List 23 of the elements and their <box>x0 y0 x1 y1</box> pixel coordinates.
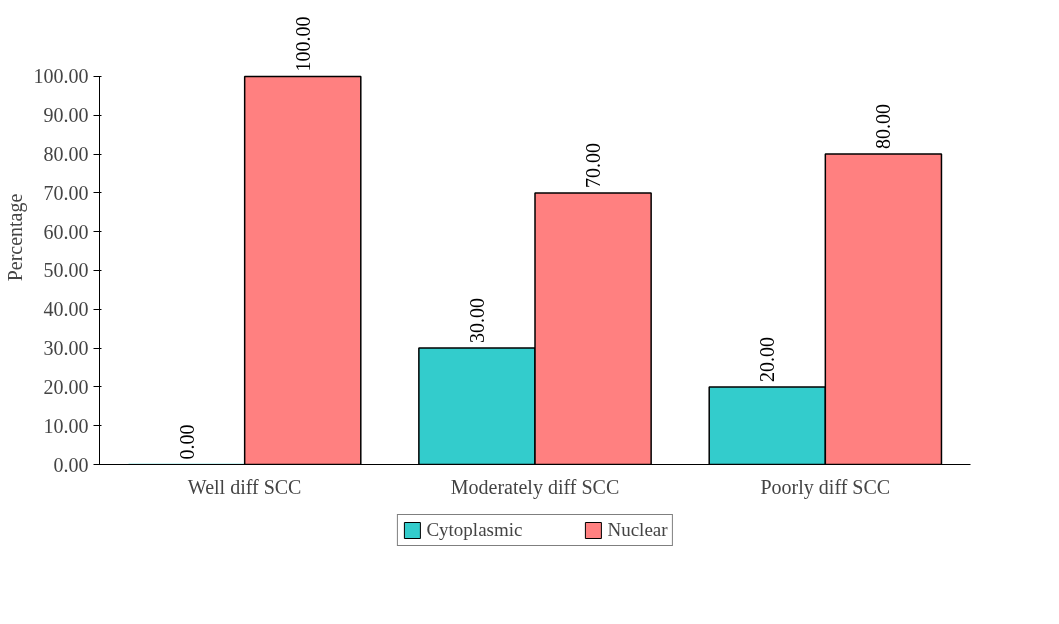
y-tick-label: 60.00 <box>43 220 89 243</box>
data-label: 0.00 <box>175 424 198 460</box>
x-tick-label: Well diff SCC <box>187 475 302 498</box>
y-tick-label: 40.00 <box>43 298 89 321</box>
data-label: 70.00 <box>582 142 605 188</box>
x-tick-label: Poorly diff SCC <box>760 475 891 499</box>
data-label: 80.00 <box>872 104 895 150</box>
legend-label: Cytoplasmic <box>426 519 523 541</box>
y-tick-label: 10.00 <box>43 414 89 437</box>
data-label: 20.00 <box>756 336 779 382</box>
x-tick-label: Moderately diff SCC <box>450 475 620 499</box>
y-tick-label: 30.00 <box>43 337 89 360</box>
y-tick-label: 20.00 <box>43 375 89 398</box>
y-tick-label: 70.00 <box>43 181 89 204</box>
y-tick-label: 100.00 <box>33 65 89 88</box>
y-tick-label: 0.00 <box>53 453 89 476</box>
y-tick-label: 50.00 <box>43 259 89 282</box>
data-label: 30.00 <box>465 298 488 344</box>
data-label: 100.00 <box>291 16 314 72</box>
y-tick-label: 90.00 <box>43 104 89 127</box>
y-axis-title: Percentage <box>3 193 27 282</box>
legend-label: Nuclear <box>607 519 668 541</box>
y-tick-label: 80.00 <box>43 143 89 166</box>
